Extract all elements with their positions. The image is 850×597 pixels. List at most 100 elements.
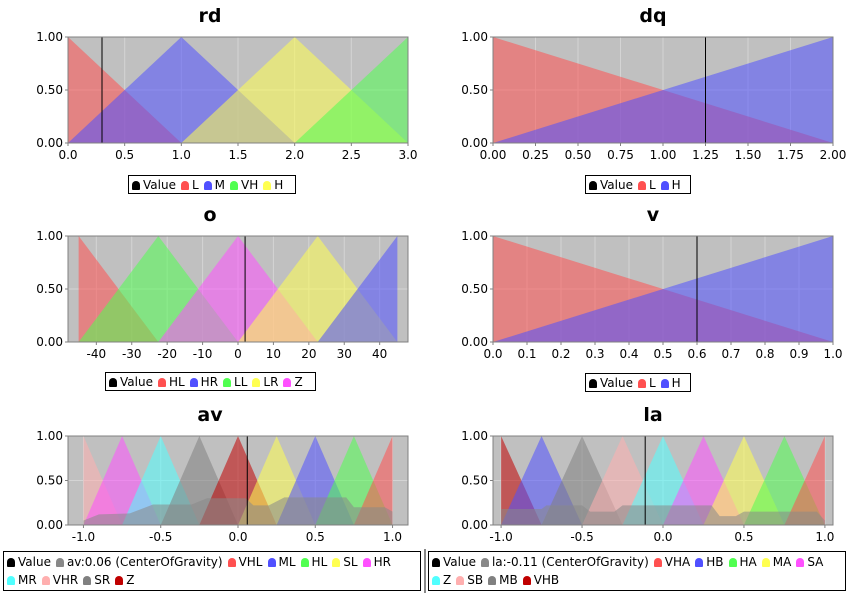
legend-label: MB bbox=[499, 573, 518, 587]
legend-item: H bbox=[263, 177, 283, 193]
legend-item: Z bbox=[432, 572, 451, 588]
legend-item: Z bbox=[283, 374, 303, 390]
x-tick-label: 0.00 bbox=[480, 148, 507, 162]
legend-swatch-icon bbox=[157, 377, 166, 387]
legend-label: HR bbox=[200, 375, 219, 389]
legend-label: la:-0.11 (CenterOfGravity) bbox=[491, 555, 649, 569]
legend-label: HB bbox=[706, 555, 724, 569]
legend-la: Value la:-0.11 (CenterOfGravity) VHA HB HA MA… bbox=[428, 551, 846, 591]
x-tick-label: -20 bbox=[157, 347, 177, 361]
legend-item: HA bbox=[728, 554, 757, 570]
x-tick-label: 0.0 bbox=[653, 530, 672, 544]
legend-label: L bbox=[191, 178, 199, 192]
legend-label: H bbox=[671, 178, 681, 192]
y-tick-label: 1.00 bbox=[36, 32, 63, 44]
legend-item: VHL bbox=[227, 554, 263, 570]
x-tick-label: 40 bbox=[372, 347, 387, 361]
legend-item: av:0.06 (CenterOfGravity) bbox=[55, 554, 223, 570]
legend-dq: Value L H bbox=[585, 175, 691, 194]
legend-item: SA bbox=[796, 554, 823, 570]
legend-swatch-icon bbox=[189, 377, 198, 387]
legend-label: L bbox=[648, 178, 656, 192]
legend-item: VHR bbox=[41, 572, 78, 588]
x-tick-label: 0.5 bbox=[306, 530, 325, 544]
legend-swatch-icon bbox=[761, 557, 770, 567]
x-tick-label: 1.0 bbox=[815, 530, 834, 544]
legend-label: LL bbox=[234, 375, 248, 389]
legend-label: Z bbox=[126, 573, 135, 587]
x-tick-label: 0.5 bbox=[653, 347, 672, 361]
y-tick-label: 0.50 bbox=[36, 83, 63, 97]
legend-swatch-icon bbox=[132, 180, 140, 190]
legend-label: LR bbox=[263, 375, 279, 389]
x-tick-label: 3.0 bbox=[398, 148, 417, 162]
legend-label: Value bbox=[18, 555, 51, 569]
x-tick-label: 0.25 bbox=[522, 148, 549, 162]
series-vha-area bbox=[784, 436, 825, 525]
legend-label: HA bbox=[739, 555, 757, 569]
legend-swatch-icon bbox=[180, 180, 189, 190]
x-tick-label: 0.0 bbox=[483, 347, 502, 361]
legend-swatch-icon bbox=[55, 557, 64, 567]
legend-label: Value bbox=[600, 376, 633, 390]
legend-item: SL bbox=[332, 554, 358, 570]
legend-label: VHA bbox=[664, 555, 691, 569]
legend-item: MB bbox=[488, 572, 518, 588]
legend-label: Value bbox=[143, 178, 176, 192]
legend-label: SB bbox=[467, 573, 484, 587]
legend-label: M bbox=[214, 178, 225, 192]
x-tick-label: 2.0 bbox=[285, 148, 304, 162]
x-tick-label: 1.0 bbox=[383, 530, 402, 544]
x-tick-label: 0.4 bbox=[619, 347, 638, 361]
legend-label: SL bbox=[343, 555, 358, 569]
legend-swatch-icon bbox=[660, 378, 669, 388]
x-tick-label: 1.75 bbox=[777, 148, 804, 162]
legend-swatch-icon bbox=[252, 377, 261, 387]
legend-swatch-icon bbox=[230, 180, 238, 190]
series-hr-area bbox=[317, 236, 398, 342]
legend-item: VHB bbox=[522, 572, 559, 588]
x-tick-label: 1.25 bbox=[692, 148, 719, 162]
chart-o: 0.00 0.50 1.00 -40 -30 -20 -10 0 10 20 30 40 bbox=[36, 231, 409, 361]
legend-swatch-icon bbox=[589, 378, 597, 388]
x-tick-label: 0.0 bbox=[228, 530, 247, 544]
legend-item: la:-0.11 (CenterOfGravity) bbox=[480, 554, 649, 570]
y-tick-label: 0.00 bbox=[461, 518, 488, 532]
series-vhl-area bbox=[353, 436, 393, 525]
chart-title-o: o bbox=[203, 204, 217, 226]
legend-item: LR bbox=[252, 374, 278, 390]
legend-swatch-icon bbox=[267, 557, 276, 567]
y-tick-label: 0.00 bbox=[36, 335, 63, 349]
legend-label: VH bbox=[241, 178, 259, 192]
legend-item: Value bbox=[432, 554, 476, 570]
legend-item: Value bbox=[132, 177, 176, 193]
x-tick-label: 0.3 bbox=[585, 347, 604, 361]
legend-item: L bbox=[637, 177, 656, 193]
legend-item: VHA bbox=[653, 554, 691, 570]
y-tick-label: 1.00 bbox=[36, 231, 63, 243]
legend-label: Value bbox=[120, 375, 153, 389]
legend-item: H bbox=[660, 177, 681, 193]
x-tick-label: 20 bbox=[301, 347, 316, 361]
x-tick-label: 0.50 bbox=[565, 148, 592, 162]
y-tick-label: 1.00 bbox=[36, 431, 63, 443]
legend-av: Value av:0.06 (CenterOfGravity) VHL ML HL SL H… bbox=[3, 551, 421, 591]
legend-swatch-icon bbox=[637, 180, 646, 190]
y-tick-label: 0.00 bbox=[36, 136, 63, 150]
chart-title-la: la bbox=[643, 404, 663, 426]
x-tick-label: 0.8 bbox=[755, 347, 774, 361]
legend-item: Value bbox=[589, 177, 633, 193]
legend-swatch-icon bbox=[109, 377, 117, 387]
legend-label: SA bbox=[807, 555, 824, 569]
legend-item: L bbox=[180, 177, 199, 193]
legend-swatch-icon bbox=[263, 180, 272, 190]
legend-swatch-icon bbox=[41, 575, 50, 585]
legend-swatch-icon bbox=[660, 180, 669, 190]
y-tick-label: 1.00 bbox=[461, 231, 488, 243]
x-tick-label: 0.5 bbox=[734, 530, 753, 544]
x-tick-label: -10 bbox=[193, 347, 213, 361]
legend-label: Z bbox=[294, 375, 303, 389]
legend-rd: Value L M VH H bbox=[128, 175, 296, 194]
legend-item: LL bbox=[223, 374, 247, 390]
x-tick-label: 0.2 bbox=[551, 347, 570, 361]
